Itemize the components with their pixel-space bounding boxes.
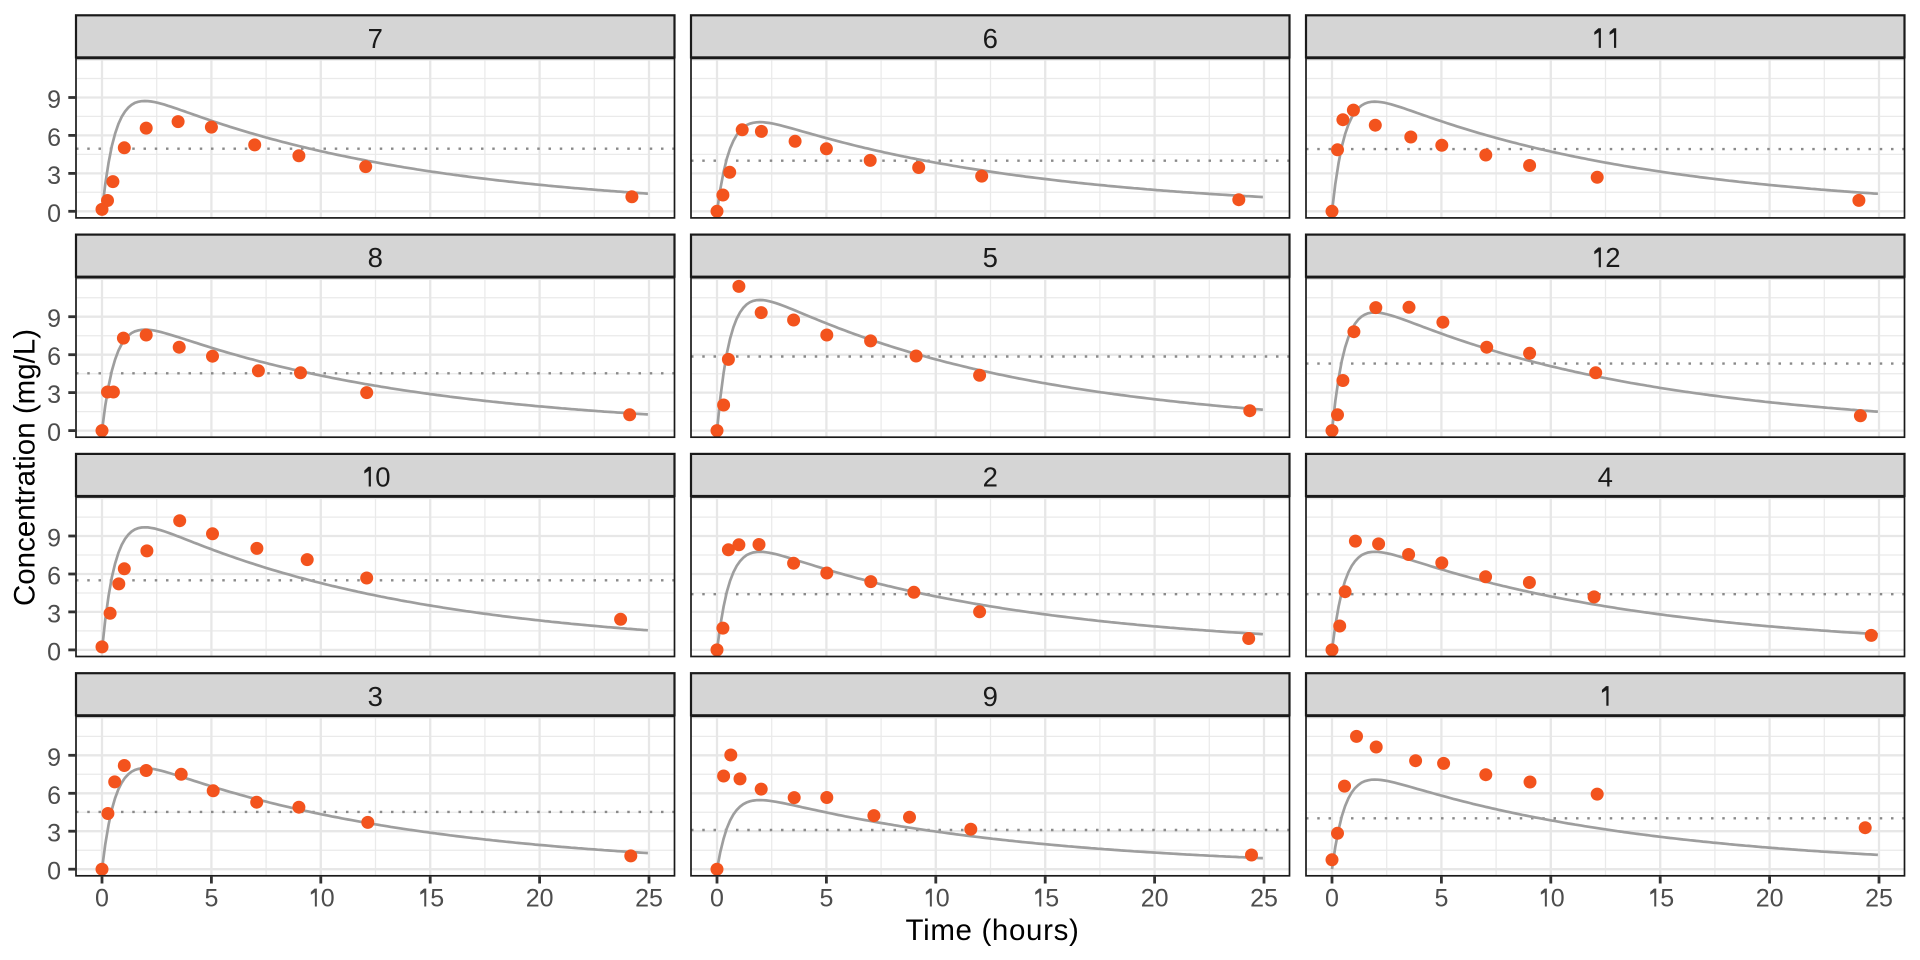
- svg-text:3: 3: [368, 681, 383, 712]
- svg-text:9: 9: [47, 305, 61, 333]
- svg-text:5: 5: [430, 885, 444, 913]
- svg-text:8: 8: [368, 242, 383, 273]
- svg-text:5: 5: [649, 885, 663, 913]
- svg-text:9: 9: [47, 86, 61, 114]
- svg-text:2: 2: [526, 885, 540, 913]
- svg-text:0: 0: [936, 885, 950, 913]
- svg-text:0: 0: [47, 638, 61, 666]
- svg-text:6: 6: [47, 124, 61, 152]
- svg-text:2: 2: [1141, 885, 1155, 913]
- svg-text:0: 0: [47, 419, 61, 447]
- svg-text:2: 2: [1865, 885, 1879, 913]
- svg-text:5: 5: [1045, 885, 1059, 913]
- svg-text:0: 0: [1155, 885, 1169, 913]
- svg-text:2: 2: [1756, 885, 1770, 913]
- svg-text:6: 6: [47, 782, 61, 810]
- svg-text:0: 0: [1770, 885, 1784, 913]
- svg-text:0: 0: [95, 885, 109, 913]
- svg-text:9: 9: [983, 681, 998, 712]
- svg-text:3: 3: [47, 820, 61, 848]
- svg-text:5: 5: [819, 885, 833, 913]
- svg-text:3: 3: [47, 381, 61, 409]
- svg-text:0: 0: [47, 200, 61, 228]
- svg-text:0: 0: [1551, 885, 1565, 913]
- svg-text:0: 0: [375, 462, 390, 493]
- svg-text:9: 9: [47, 525, 61, 553]
- svg-text:5: 5: [1879, 885, 1893, 913]
- svg-text:6: 6: [47, 563, 61, 591]
- svg-text:2: 2: [983, 462, 998, 493]
- svg-text:7: 7: [368, 23, 383, 54]
- svg-text:0: 0: [540, 885, 554, 913]
- svg-text:0: 0: [710, 885, 724, 913]
- svg-text:5: 5: [1434, 885, 1448, 913]
- svg-text:5: 5: [1660, 885, 1674, 913]
- svg-text:2: 2: [1605, 242, 1620, 273]
- svg-text:5: 5: [1264, 885, 1278, 913]
- svg-text:6: 6: [983, 23, 998, 54]
- svg-text:6: 6: [47, 343, 61, 371]
- svg-text:2: 2: [635, 885, 649, 913]
- svg-text:2: 2: [1250, 885, 1264, 913]
- svg-text:3: 3: [47, 600, 61, 628]
- svg-text:5: 5: [204, 885, 218, 913]
- svg-text:0: 0: [47, 858, 61, 886]
- svg-text:Time (hours): Time (hours): [906, 914, 1080, 947]
- svg-text:0: 0: [321, 885, 335, 913]
- svg-text:5: 5: [983, 242, 998, 273]
- svg-text:0: 0: [1325, 885, 1339, 913]
- svg-text:Concentration (mg/L): Concentration (mg/L): [9, 329, 42, 606]
- svg-text:3: 3: [47, 162, 61, 190]
- svg-text:9: 9: [47, 744, 61, 772]
- svg-text:4: 4: [1598, 462, 1613, 493]
